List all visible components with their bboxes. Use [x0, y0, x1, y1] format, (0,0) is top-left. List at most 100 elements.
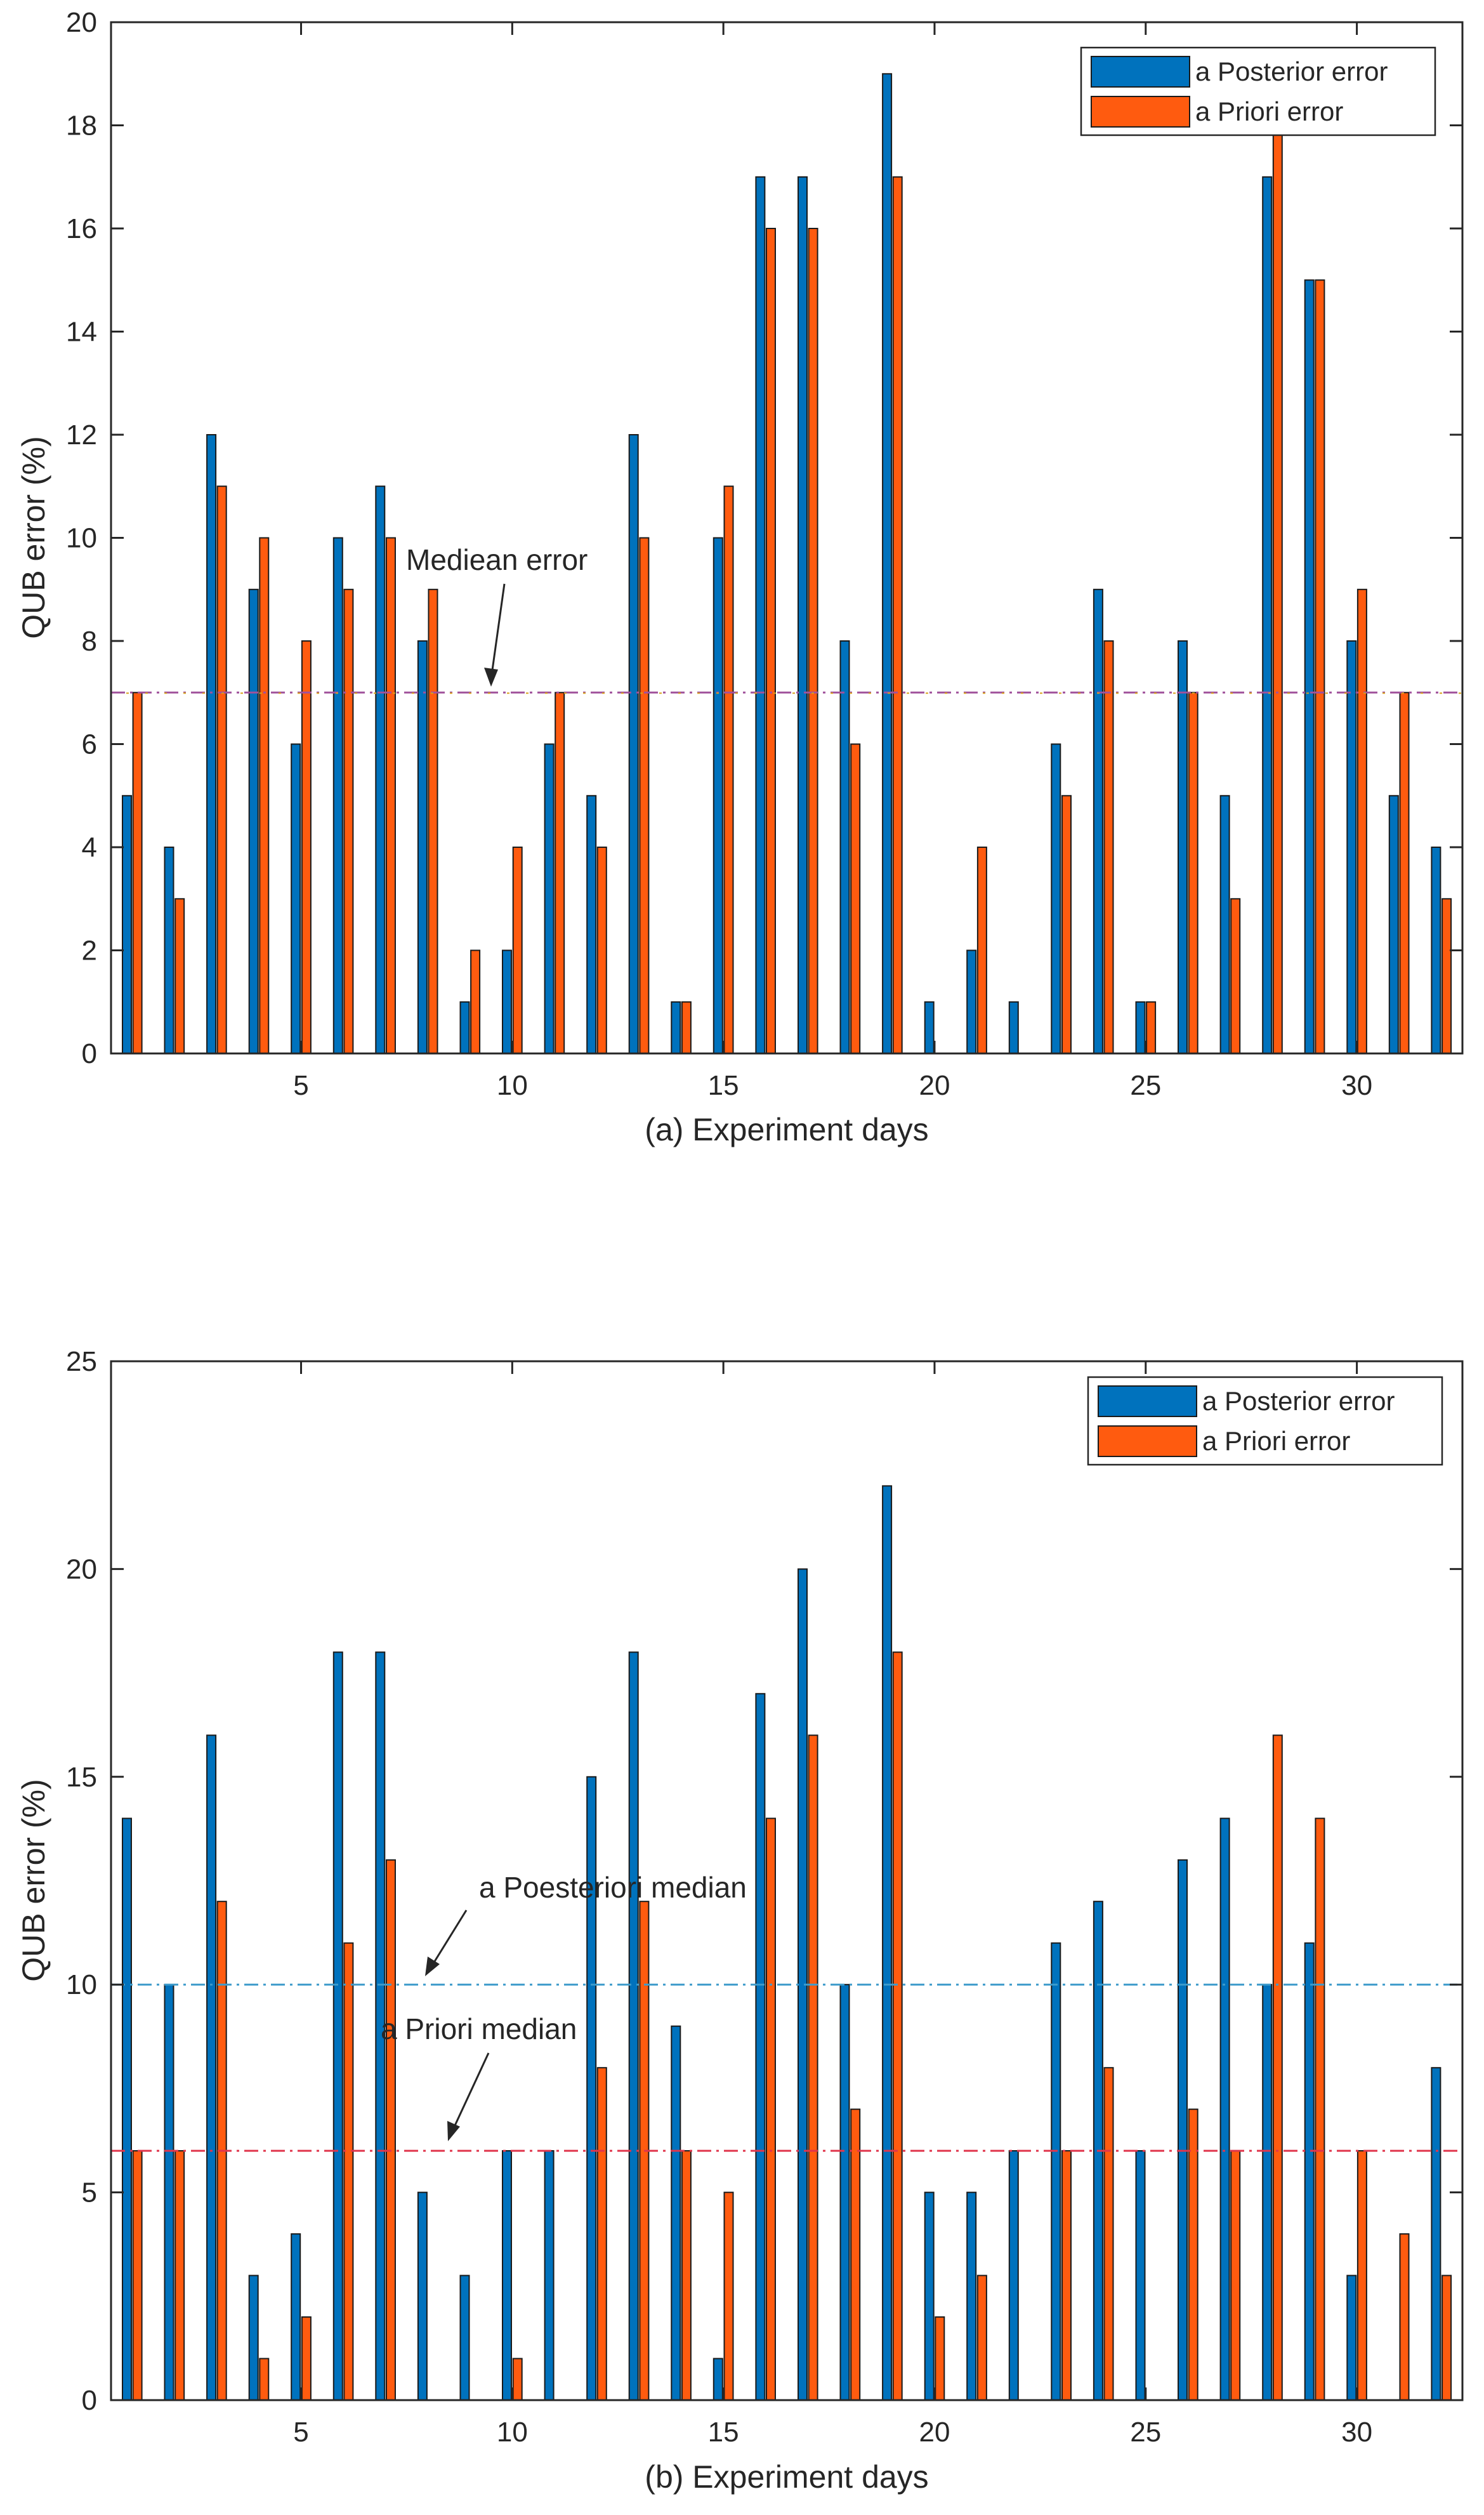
- chart-b-priori-annotation-arrow: [447, 2052, 490, 2141]
- chart-a-bar-priori-day-13: [639, 537, 650, 1054]
- chart-a-bar-priori-day-18: [850, 743, 861, 1054]
- chart-a-xtick-label-25: 25: [1130, 1070, 1161, 1101]
- chart-b-bar-posterior-day-14: [671, 2025, 681, 2401]
- chart-b-bar-priori-day-29: [1315, 1818, 1325, 2401]
- chart-a-ytick-label-4: 4: [82, 832, 97, 863]
- chart-a-bar-posterior-day-24: [1093, 588, 1103, 1055]
- chart-a-bar-priori-day-12: [596, 847, 607, 1054]
- chart-b-xtick-label-30: 30: [1341, 2417, 1372, 2448]
- chart-b-bar-priori-day-16: [766, 1818, 776, 2401]
- chart-b-bar-posterior-day-29: [1304, 1942, 1315, 2401]
- chart-b-bar-priori-day-18: [850, 2108, 861, 2401]
- chart-b-ytick-label-5: 5: [82, 2177, 97, 2208]
- chart-a-xtick-label-10: 10: [497, 1070, 528, 1101]
- chart-a-ytick-label-20: 20: [66, 7, 97, 38]
- chart-b-bar-posterior-day-9: [459, 2274, 470, 2401]
- chart-b-bar-priori-day-28: [1272, 1734, 1283, 2401]
- chart-a-bar-posterior-day-14: [671, 1001, 681, 1055]
- chart-a-bar-priori-day-25: [1146, 1001, 1157, 1055]
- chart-b-ylabel: QUB error (%): [16, 1779, 51, 1981]
- chart-b-bar-posterior-day-6: [332, 1651, 343, 2401]
- chart-a-bar-posterior-day-7: [375, 485, 386, 1054]
- chart-a-bar-posterior-day-1: [122, 795, 132, 1055]
- chart-a-median-annotation: Mediean error: [406, 543, 588, 576]
- chart-a-bar-priori-day-29: [1315, 279, 1325, 1055]
- chart-b-bar-posterior-day-8: [417, 2191, 428, 2401]
- chart-a-bar-priori-day-8: [428, 588, 438, 1055]
- chart-b-bar-priori-day-4: [259, 2358, 270, 2401]
- chart-a-bar-priori-day-30: [1356, 588, 1367, 1055]
- chart-a-bar-posterior-day-5: [291, 743, 301, 1054]
- chart-a-bar-priori-day-2: [174, 898, 185, 1055]
- chart-b-bar-posterior-day-20: [924, 2191, 935, 2401]
- chart-b-bar-posterior-day-18: [839, 1984, 850, 2401]
- chart-a-bar-posterior-day-27: [1219, 795, 1230, 1055]
- chart-a-plot-frame: [110, 21, 1464, 1055]
- chart-a-legend-swatch-posterior: [1091, 56, 1190, 88]
- chart-a-bar-posterior-day-13: [628, 434, 639, 1054]
- chart-a-bar-posterior-day-8: [417, 640, 428, 1054]
- chart-a-bar-posterior-day-29: [1304, 279, 1315, 1055]
- chart-b-bar-posterior-day-16: [755, 1693, 766, 2401]
- chart-b-bar-priori-day-12: [596, 2067, 607, 2401]
- chart-a-ytick-label-10: 10: [66, 523, 97, 554]
- chart-a-ytick-label-0: 0: [82, 1038, 97, 1069]
- chart-a-ytick-label-14: 14: [66, 317, 97, 348]
- chart-a-bar-posterior-day-9: [459, 1001, 470, 1055]
- chart-b-bar-posterior-day-25: [1135, 2150, 1146, 2401]
- chart-b-bar-priori-day-30: [1356, 2150, 1367, 2401]
- chart-a-xtick-label-20: 20: [919, 1070, 950, 1101]
- chart-a-bar-priori-day-6: [343, 588, 354, 1055]
- chart-b-posterior-median-annotation: a Poesteriori median: [479, 1871, 747, 1904]
- chart-a-bar-priori-day-31: [1399, 692, 1410, 1055]
- chart-b-xtick-label-5: 5: [293, 2417, 308, 2448]
- chart-a-bar-posterior-day-30: [1346, 640, 1357, 1054]
- chart-a-xtick-label-30: 30: [1341, 1070, 1372, 1101]
- chart-b-bar-priori-day-20: [935, 2316, 945, 2401]
- chart-a-bar-priori-day-7: [386, 537, 396, 1054]
- chart-a-xlabel: (a) Experiment days: [645, 1112, 928, 1147]
- chart-b-bar-posterior-day-13: [628, 1651, 639, 2401]
- chart-a-bar-posterior-day-21: [966, 949, 977, 1054]
- chart-b-xtick-label-15: 15: [708, 2417, 739, 2448]
- chart-b-xlabel: (b) Experiment days: [645, 2459, 928, 2495]
- chart-a-bar-posterior-day-23: [1051, 743, 1061, 1054]
- chart-b-bar-priori-day-1: [132, 2150, 143, 2401]
- chart-a-bar-posterior-day-26: [1178, 640, 1188, 1054]
- chart-a-bar-posterior-day-19: [882, 73, 893, 1055]
- chart-a-bar-priori-day-27: [1230, 898, 1241, 1055]
- chart-b-bar-priori-day-10: [512, 2358, 523, 2401]
- chart-b-bar-priori-day-7: [386, 1859, 396, 2401]
- chart-a-bar-priori-day-3: [216, 485, 227, 1054]
- chart-b-bar-priori-day-27: [1230, 2150, 1241, 2401]
- chart-b-bar-priori-day-15: [723, 2191, 734, 2401]
- chart-b-ytick-label-15: 15: [66, 1762, 97, 1793]
- chart-a-bar-priori-day-24: [1103, 640, 1114, 1054]
- chart-a-bar-posterior-day-2: [164, 847, 174, 1054]
- chart-a-bar-priori-day-15: [723, 485, 734, 1054]
- chart-b-bar-priori-day-31: [1399, 2233, 1410, 2401]
- chart-a-bar-posterior-day-6: [332, 537, 343, 1054]
- chart-a-bar-priori-day-17: [808, 228, 818, 1054]
- chart-a-ytick-label-2: 2: [82, 935, 97, 967]
- chart-b-ytick-label-25: 25: [66, 1346, 97, 1377]
- chart-b-bar-priori-day-32: [1441, 2274, 1452, 2401]
- chart-a-ytick-label-16: 16: [66, 213, 97, 244]
- chart-a-bar-posterior-day-11: [544, 743, 555, 1054]
- chart-a-ytick-label-6: 6: [82, 729, 97, 760]
- chart-a-bar-posterior-day-22: [1008, 1001, 1019, 1055]
- chart-a-bar-priori-day-14: [681, 1001, 692, 1055]
- chart-b-ytick-label-0: 0: [82, 2385, 97, 2416]
- chart-a-bar-posterior-day-31: [1388, 795, 1399, 1055]
- chart-b-posterior-annotation-arrow: [425, 1910, 468, 1976]
- chart-b-bar-posterior-day-30: [1346, 2274, 1357, 2401]
- chart-b-bar-posterior-day-28: [1262, 1984, 1273, 2401]
- chart-a-ytick-label-12: 12: [66, 419, 97, 451]
- chart-a-bar-priori-day-5: [301, 640, 312, 1054]
- chart-a-bar-priori-day-16: [766, 228, 776, 1054]
- chart-b-bar-priori-day-6: [343, 1942, 354, 2401]
- chart-b-bar-posterior-day-5: [291, 2233, 301, 2401]
- chart-b-legend-swatch-priori: [1098, 1425, 1197, 1457]
- chart-b-bar-priori-day-26: [1188, 2108, 1198, 2401]
- chart-a-xtick-label-15: 15: [708, 1070, 739, 1101]
